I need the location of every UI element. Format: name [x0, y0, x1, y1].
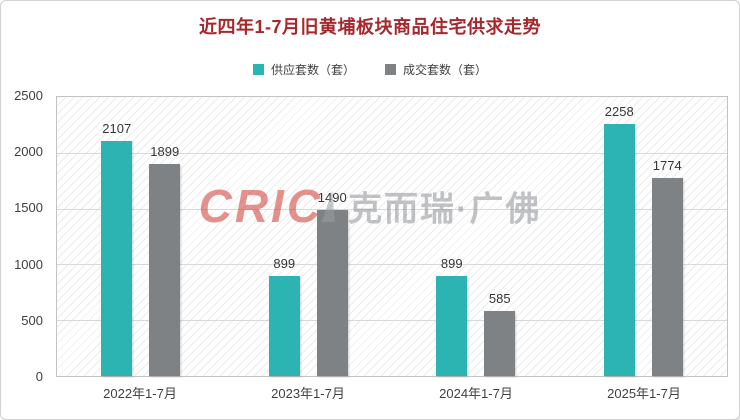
- y-axis-label: 1000: [14, 256, 43, 272]
- bar-supply: 899: [436, 256, 468, 376]
- legend-label-deals: 成交套数（套）: [403, 63, 488, 77]
- bar-value-label: 1774: [652, 158, 682, 174]
- bar-group: 2107 1899: [57, 97, 225, 376]
- bar-supply: 2258: [603, 104, 635, 376]
- y-axis-label: 0: [35, 369, 43, 384]
- x-axis-label: 2025年1-7月: [607, 386, 681, 401]
- gridline: [57, 264, 727, 266]
- chart-legend: 供应套数（套） 成交套数（套）: [1, 61, 739, 78]
- legend-item-supply: 供应套数（套）: [252, 61, 355, 78]
- plot-area: 2107 1899 899 1490 899 585 2258 1774: [56, 96, 728, 377]
- legend-swatch-supply: [252, 64, 264, 75]
- legend-label-supply: 供应套数（套）: [270, 63, 355, 77]
- x-axis: 2022年1-7月 2023年1-7月 2024年1-7月 2025年1-7月: [56, 383, 728, 403]
- y-axis-label: 2500: [14, 88, 43, 103]
- y-axis: 0 500 1000 1500 2000 2500: [1, 89, 50, 384]
- chart-title: 近四年1-7月旧黄埔板块商品住宅供求走势: [198, 17, 541, 37]
- bar-supply: 2107: [101, 121, 133, 376]
- bar-value-label: 1899: [150, 144, 180, 160]
- bar-group: 899 585: [392, 97, 560, 376]
- bar-value-label: 1490: [317, 189, 347, 205]
- bar-value-label: 2258: [604, 104, 634, 120]
- bar-deals: 1490: [316, 190, 348, 376]
- bar-supply: 899: [268, 256, 300, 376]
- bar-deals: 585: [484, 291, 516, 376]
- bar-value-label: 585: [488, 290, 511, 306]
- legend-item-deals: 成交套数（套）: [385, 61, 487, 78]
- gridline: [57, 152, 727, 154]
- gridline: [57, 208, 727, 210]
- x-axis-label: 2024年1-7月: [439, 386, 513, 401]
- bar-value-label: 899: [273, 255, 296, 271]
- y-axis-label: 1500: [14, 200, 43, 216]
- legend-swatch-deals: [385, 64, 396, 75]
- bar-value-label: 899: [440, 255, 463, 271]
- gridline: [57, 320, 727, 322]
- bar-deals: 1899: [149, 144, 181, 376]
- x-axis-label: 2022年1-7月: [103, 386, 177, 401]
- y-axis-label: 500: [21, 312, 43, 328]
- y-axis-label: 2000: [14, 144, 43, 160]
- bar-group: 899 1490: [225, 97, 393, 376]
- bar-value-label: 2107: [102, 120, 132, 136]
- x-axis-label: 2023年1-7月: [271, 386, 345, 401]
- bar-group: 2258 1774: [560, 97, 728, 376]
- bar-deals: 1774: [651, 158, 683, 376]
